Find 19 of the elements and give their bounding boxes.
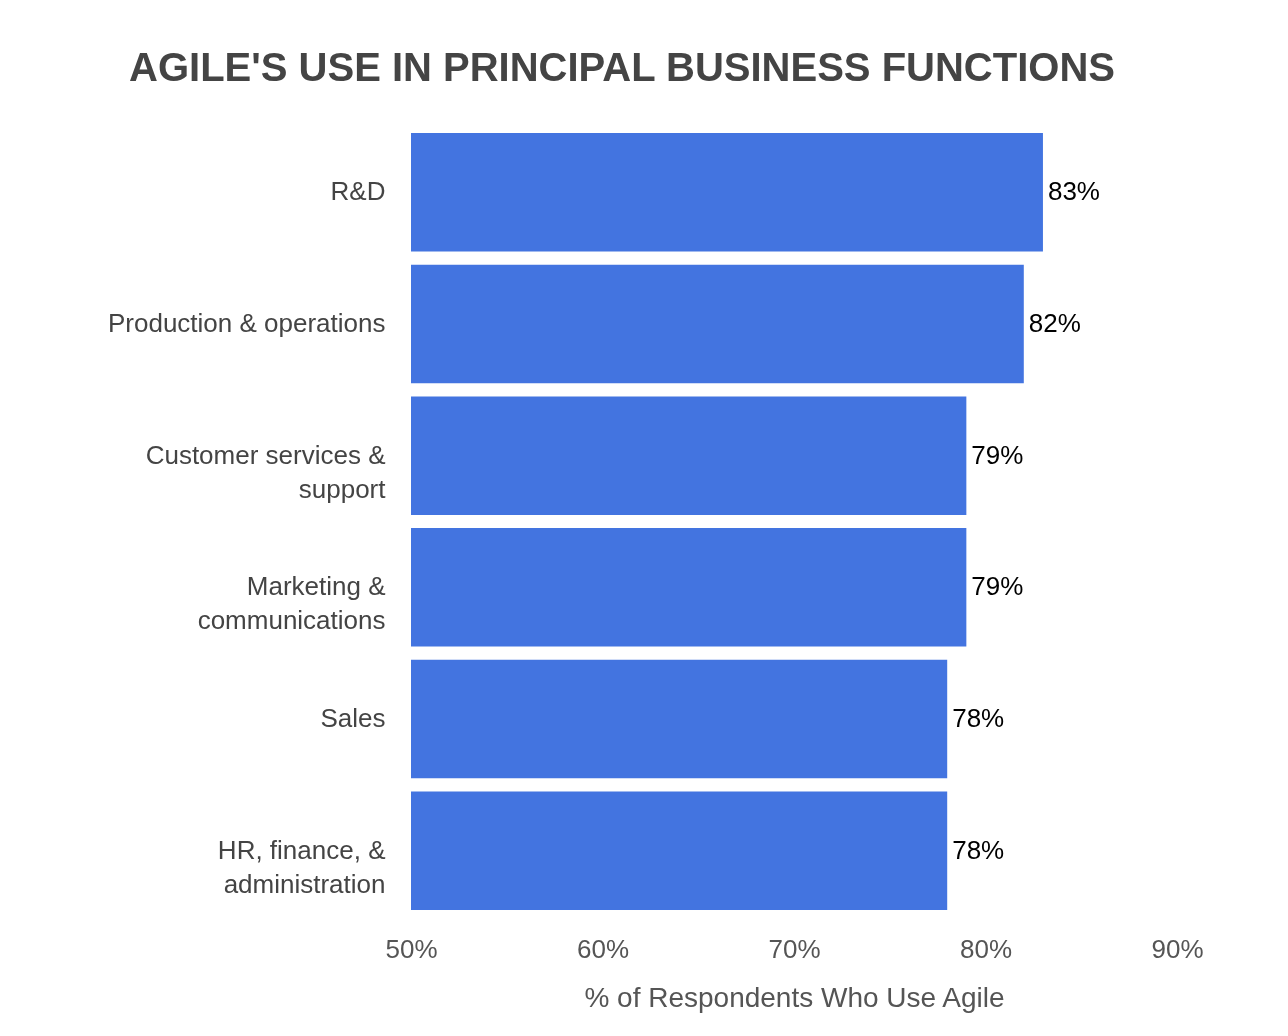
data-label: 83% [1047,176,1100,207]
y-tick-label: Sales [320,703,386,734]
y-tick-label: Customer services & support [145,439,387,504]
data-label: 78% [952,703,1005,734]
y-tick-label: Production & operations [107,307,386,338]
data-label: 82% [1028,307,1081,338]
x-tick-label: 90% [1151,933,1204,964]
data-label: 79% [971,571,1024,602]
x-tick-label: 80% [959,933,1013,964]
x-tick-label: 70% [768,933,821,964]
y-tick-label: Marketing & communications [197,571,386,636]
x-tick-label: 50% [385,933,438,964]
x-tick-label: 60% [576,933,630,964]
y-tick-label: HR, finance, & administration [217,834,386,899]
chart-title: AGILE'S USE IN PRINCIPAL BUSINESS FUNCTIONS [129,45,1115,89]
data-label: 78% [952,834,1005,865]
y-tick-label: R&D [330,176,386,207]
data-label: 79% [971,439,1024,470]
x-axis-title: % of Respondents Who Use Agile [584,981,1005,1013]
